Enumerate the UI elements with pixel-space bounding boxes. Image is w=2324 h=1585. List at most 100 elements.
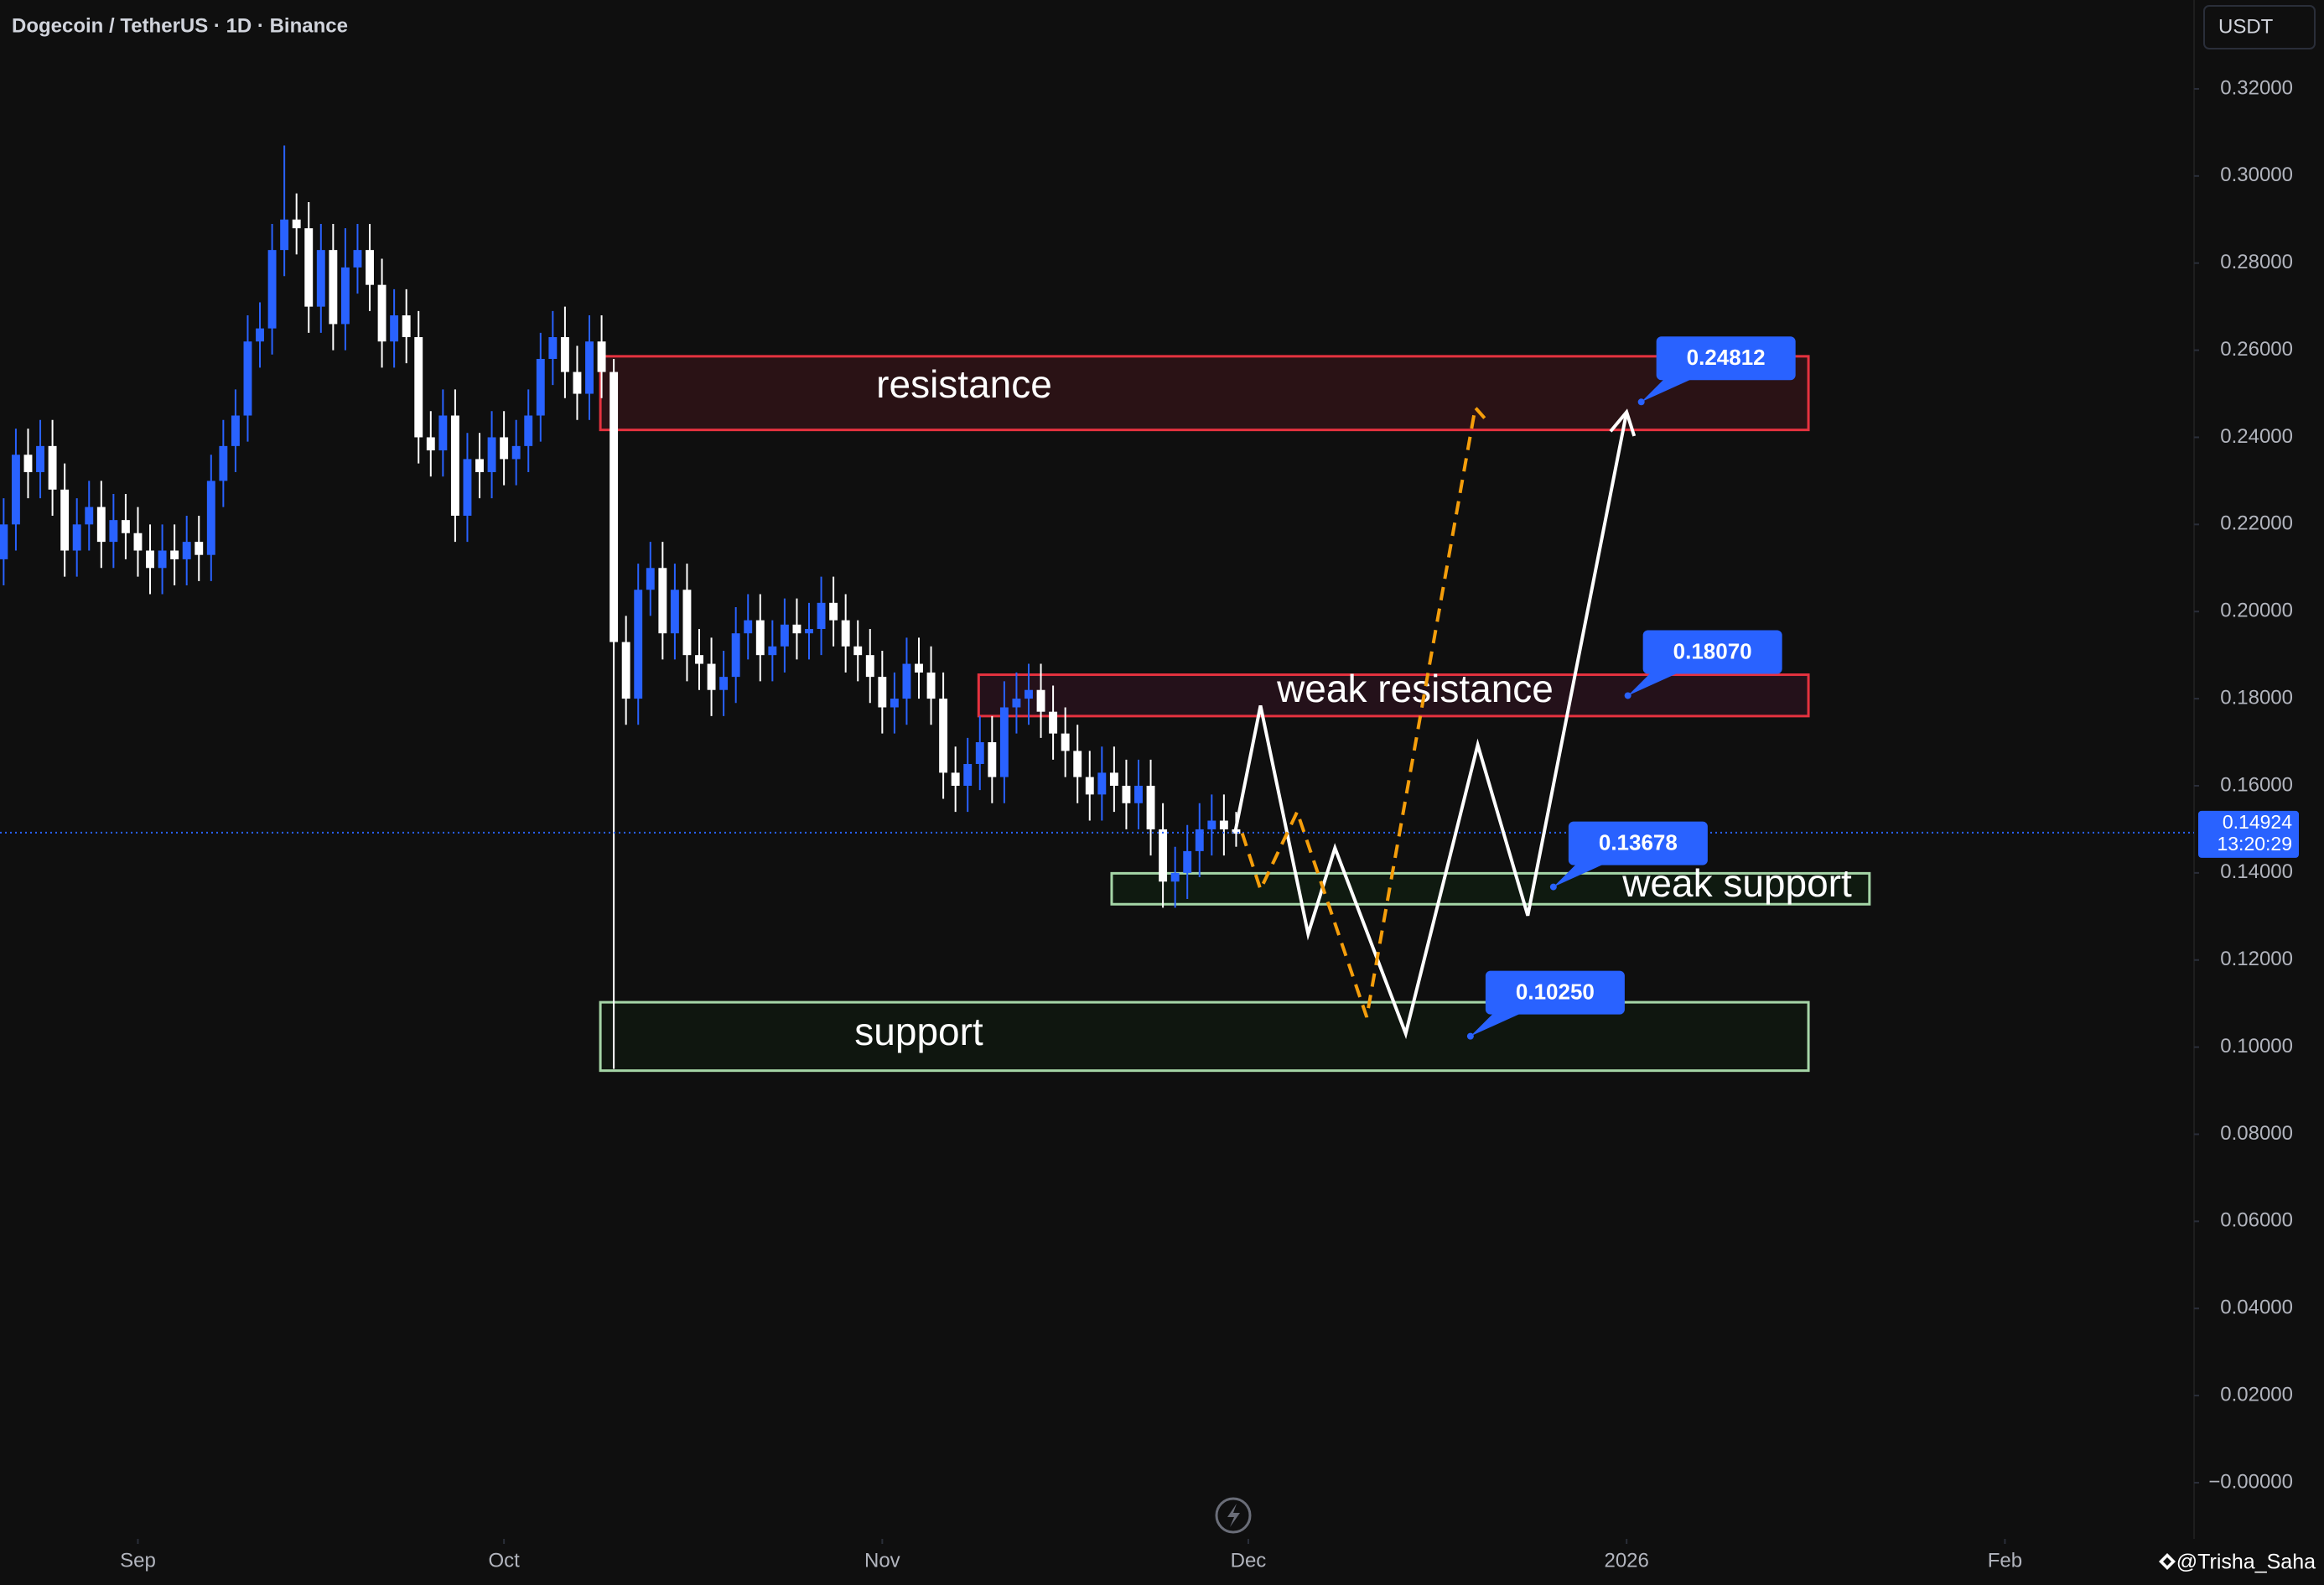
countdown: 13:20:29 (2217, 833, 2292, 855)
candle-body (939, 699, 948, 773)
callout-point (1466, 1032, 1474, 1040)
candle-body (316, 250, 325, 307)
y-tick-label: 0.04000 (2220, 1297, 2293, 1319)
callout-point (1624, 692, 1631, 699)
candle-body (610, 372, 619, 642)
replay-icon[interactable] (1215, 1497, 1252, 1534)
currency-box[interactable] (2203, 5, 2316, 49)
candle-body (438, 415, 448, 451)
candle-body (719, 677, 729, 690)
candle-body (231, 415, 240, 446)
candle-body (500, 437, 509, 460)
candle-body (1085, 777, 1094, 795)
y-tick-label: −0.00000 (2208, 1470, 2293, 1493)
candle-body (340, 267, 350, 325)
candle-body (450, 415, 459, 516)
zone-label: resistance (876, 362, 1052, 406)
candle-body (256, 328, 264, 342)
candle-body (999, 707, 1009, 777)
zone (599, 355, 1810, 432)
zone-label: support (854, 1010, 983, 1053)
candle-body (975, 742, 984, 765)
candle-body (366, 250, 374, 285)
candle-body (988, 742, 997, 777)
candle-body (195, 542, 204, 555)
candle-body (536, 358, 545, 416)
watermark: @Trisha_Saha (2176, 1551, 2316, 1574)
callout-pointer (1627, 672, 1680, 696)
y-tick-label: 0.08000 (2220, 1122, 2293, 1145)
y-tick-label: 0.16000 (2220, 773, 2293, 796)
zone (599, 1000, 1810, 1073)
candle-body (853, 646, 863, 656)
y-tick-label: 0.20000 (2220, 600, 2293, 622)
x-tick-label: Sep (120, 1549, 156, 1572)
candle-body (96, 507, 106, 543)
candle-body (219, 445, 228, 481)
x-tick-label: Dec (1231, 1549, 1267, 1572)
zone-label: weak resistance (1276, 667, 1554, 710)
y-tick-label: 0.22000 (2220, 512, 2293, 535)
currency[interactable]: USDT (2218, 15, 2274, 38)
candle-body (829, 602, 838, 621)
icon-circle[interactable] (1215, 1497, 1252, 1534)
candle-body (1073, 751, 1082, 777)
chart-title: Dogecoin / TetherUS · 1D · Binance (12, 14, 348, 37)
candle-body (329, 250, 338, 325)
candle-body (1195, 829, 1204, 851)
x-tick-label: Feb (1988, 1549, 2022, 1572)
callout-label: 0.10250 (1516, 980, 1595, 1005)
candle-body (902, 663, 911, 699)
candle-body (304, 228, 314, 307)
y-tick-label: 0.26000 (2220, 338, 2293, 361)
candle-body (267, 250, 277, 329)
candle-body (475, 459, 484, 473)
candle-body (890, 699, 899, 708)
y-tick-label: 0.12000 (2220, 948, 2293, 970)
candle-body (963, 764, 973, 786)
candle-body (36, 445, 44, 473)
candle-body (1109, 772, 1118, 786)
callout-pointer (1470, 1012, 1523, 1037)
candle-body (646, 568, 655, 590)
candle-body (0, 524, 8, 559)
candle-body (585, 341, 594, 394)
callout: 0.13678 (1549, 821, 1708, 891)
candle-body (1183, 850, 1192, 873)
candle-body (1097, 772, 1107, 795)
candle-body (695, 655, 703, 664)
zone (977, 673, 1810, 718)
candle-body (878, 677, 887, 708)
candle-body (463, 459, 472, 516)
candle-body (1025, 689, 1033, 699)
candle-body (182, 542, 191, 559)
projection-arrowhead (1609, 408, 1637, 437)
zone (1110, 871, 1871, 906)
candle-body (426, 437, 435, 451)
candle-body (560, 337, 569, 372)
zone-label: weak support (1621, 861, 1852, 905)
candle-body (548, 337, 558, 359)
candle-body (1159, 829, 1168, 882)
candle-body (755, 620, 765, 656)
x-tick-label: Nov (864, 1549, 900, 1572)
candle-body (915, 663, 923, 673)
candle-body (1061, 733, 1070, 751)
candle-body (121, 520, 130, 533)
candle-body (682, 590, 692, 656)
candle-body (1122, 785, 1131, 803)
candle-body (487, 437, 496, 473)
callout-point (1637, 398, 1645, 406)
icon-bolt[interactable] (1227, 1504, 1240, 1527)
candle-body (11, 455, 20, 525)
callout-box (1656, 336, 1796, 381)
projection-path (1240, 403, 1491, 1018)
x-tick-label: Oct (488, 1549, 520, 1572)
y-tick-label: 0.30000 (2220, 164, 2293, 186)
candle-body (243, 341, 252, 416)
candle-body (1049, 711, 1058, 734)
candle-body (524, 415, 533, 446)
